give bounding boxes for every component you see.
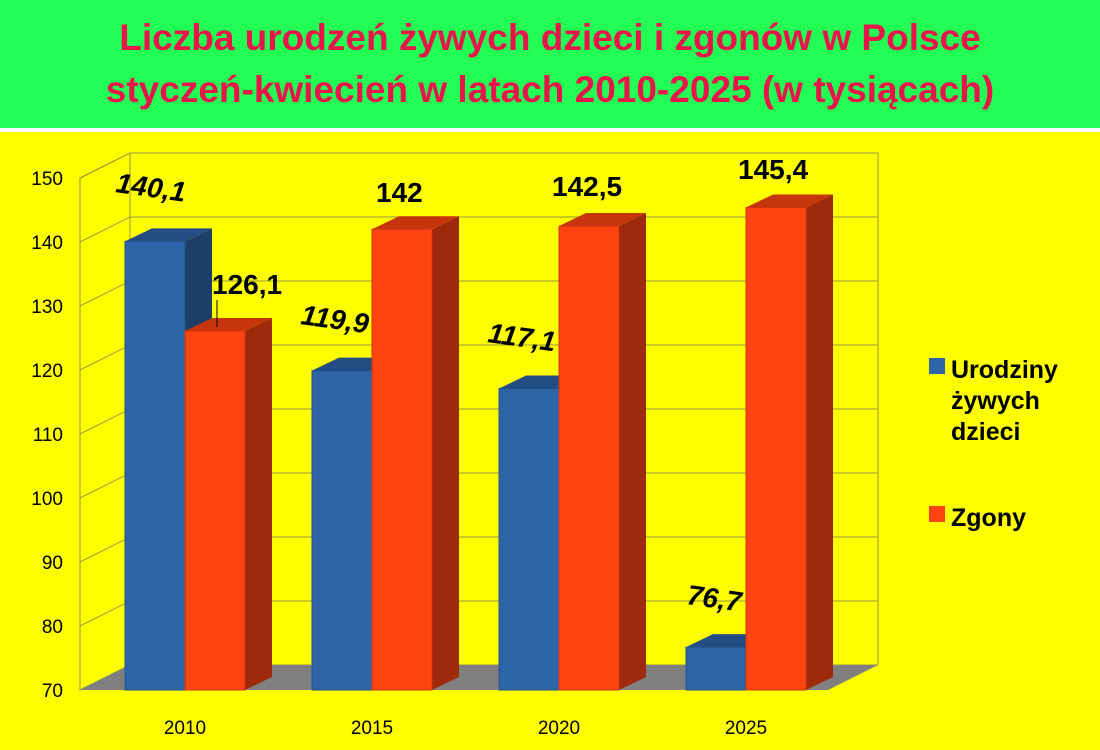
- y-tick-label: 80: [42, 617, 63, 638]
- data-label: 126,1: [212, 269, 282, 300]
- bar-side: [432, 216, 459, 690]
- legend-label: dzieci: [951, 418, 1020, 446]
- bar-deaths: [558, 213, 646, 691]
- legend-label: Urodziny: [951, 356, 1058, 384]
- bar-front: [558, 225, 620, 691]
- bar-side: [806, 194, 833, 690]
- data-label: 76,7: [685, 579, 745, 617]
- chart-bars: [124, 194, 833, 691]
- chart-title-line-2: styczeń-kwiecień w latach 2010-2025 (w t…: [105, 69, 995, 110]
- bar-front: [184, 330, 246, 691]
- y-tick-label: 100: [31, 489, 63, 510]
- bar-side: [245, 317, 272, 690]
- y-tick-label: 130: [31, 297, 63, 318]
- bar-deaths: [745, 194, 833, 691]
- bar-front: [498, 388, 560, 691]
- legend-label: Zgony: [951, 504, 1026, 532]
- y-tick-label: 70: [42, 681, 63, 702]
- bar-front: [745, 206, 807, 691]
- bar-deaths: [184, 317, 272, 691]
- title-separator: [0, 128, 1100, 132]
- x-tick-label: 2015: [351, 718, 393, 739]
- bar-side: [619, 213, 646, 690]
- y-axis: 70 80 90 100 110 120 130 140 150: [31, 169, 63, 702]
- chart-title-line-1: Liczba urodzeń żywych dzieci i zgonów w …: [119, 17, 981, 58]
- y-tick-label: 140: [31, 233, 63, 254]
- legend-label: żywych: [951, 387, 1040, 415]
- bar-front: [685, 646, 747, 691]
- data-label: 142,5: [552, 171, 622, 202]
- bar-chart: 70 80 90 100 110 120 130 140 150 2010 2015 2020 202…: [31, 152, 1058, 739]
- bar-top: [185, 317, 272, 331]
- y-tick-label: 110: [33, 425, 63, 446]
- legend-swatch: [929, 506, 945, 522]
- bar-front: [124, 240, 186, 691]
- y-tick-label: 120: [31, 361, 63, 382]
- bar-top: [746, 194, 833, 208]
- bar-top: [125, 228, 212, 242]
- bar-top: [372, 216, 459, 230]
- gridline: [79, 152, 878, 179]
- data-label: 142: [376, 177, 423, 208]
- legend-swatch: [929, 358, 945, 374]
- x-tick-label: 2025: [725, 718, 767, 739]
- chart-floor: [80, 665, 878, 690]
- bar-front: [311, 370, 373, 691]
- x-axis: 2010 2015 2020 2025: [164, 718, 767, 739]
- x-tick-label: 2020: [538, 718, 580, 739]
- bar-top: [559, 213, 646, 226]
- data-label: 145,4: [738, 154, 808, 185]
- legend: Urodziny żywych dzieci Zgony: [929, 356, 1058, 532]
- title-band: Liczba urodzeń żywych dzieci i zgonów w …: [0, 0, 1100, 128]
- bar-front: [371, 228, 433, 691]
- chart-floor-plane: [80, 665, 878, 690]
- y-tick-label: 150: [31, 169, 63, 190]
- y-tick-label: 90: [42, 553, 63, 574]
- bar-deaths: [371, 216, 459, 691]
- x-tick-label: 2010: [164, 718, 206, 739]
